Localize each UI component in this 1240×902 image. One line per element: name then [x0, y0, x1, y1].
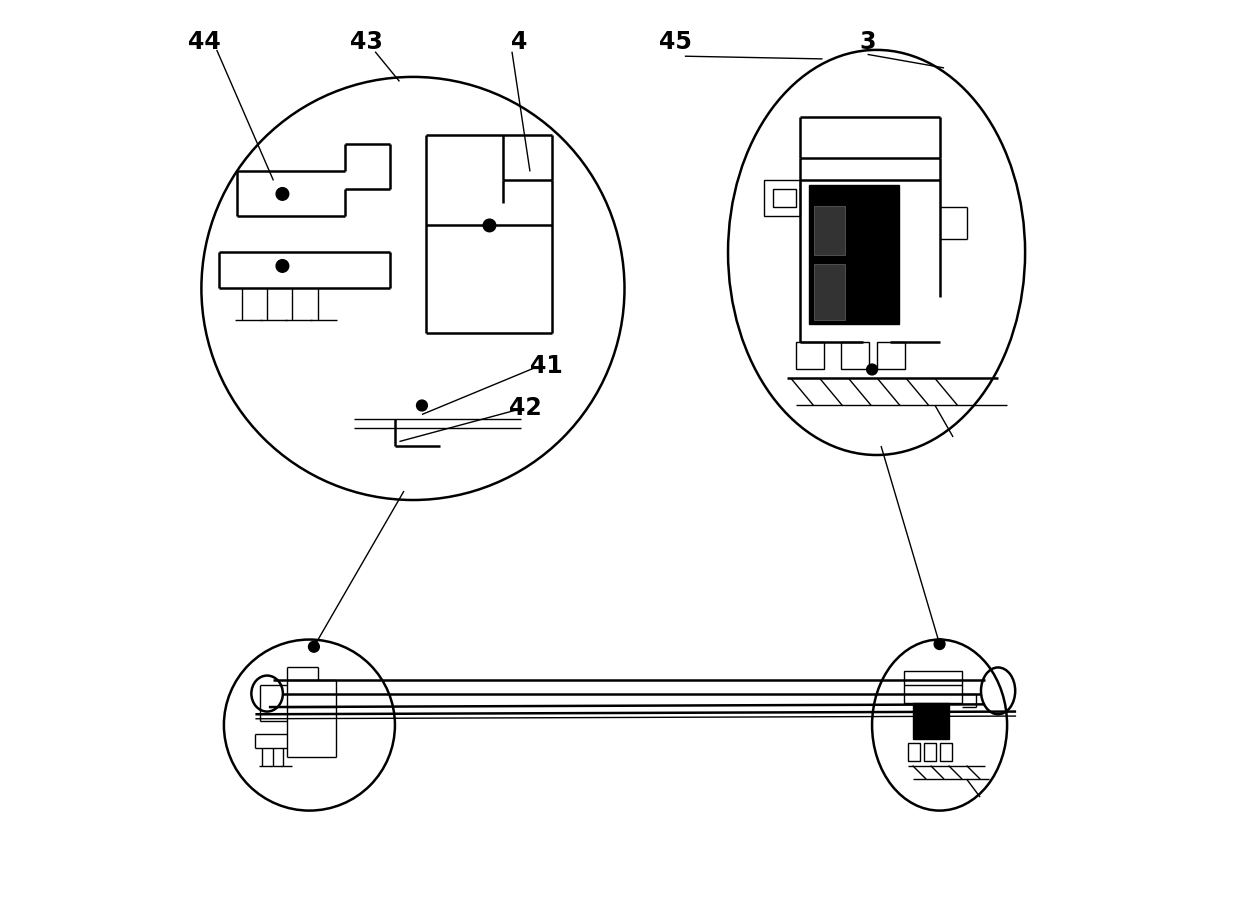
Bar: [913, 703, 949, 739]
Text: 42: 42: [510, 396, 542, 419]
Bar: [764, 181, 800, 217]
Bar: [808, 186, 899, 325]
Circle shape: [277, 261, 289, 273]
Bar: [813, 265, 844, 320]
Bar: [877, 343, 905, 370]
Text: 3: 3: [859, 30, 875, 54]
Text: 44: 44: [187, 30, 221, 54]
Text: 4: 4: [511, 30, 527, 54]
Bar: [773, 190, 796, 208]
Text: 41: 41: [529, 354, 563, 378]
Circle shape: [277, 189, 289, 201]
Text: 45: 45: [660, 30, 692, 54]
Bar: [796, 343, 825, 370]
Circle shape: [484, 220, 496, 233]
Bar: [924, 743, 936, 761]
Bar: [904, 671, 962, 703]
Circle shape: [934, 639, 945, 649]
Bar: [813, 207, 844, 255]
Bar: [908, 743, 920, 761]
Bar: [940, 743, 952, 761]
Circle shape: [309, 641, 320, 652]
Text: 43: 43: [350, 30, 383, 54]
Circle shape: [417, 400, 428, 411]
Bar: [841, 343, 869, 370]
Circle shape: [867, 364, 878, 375]
